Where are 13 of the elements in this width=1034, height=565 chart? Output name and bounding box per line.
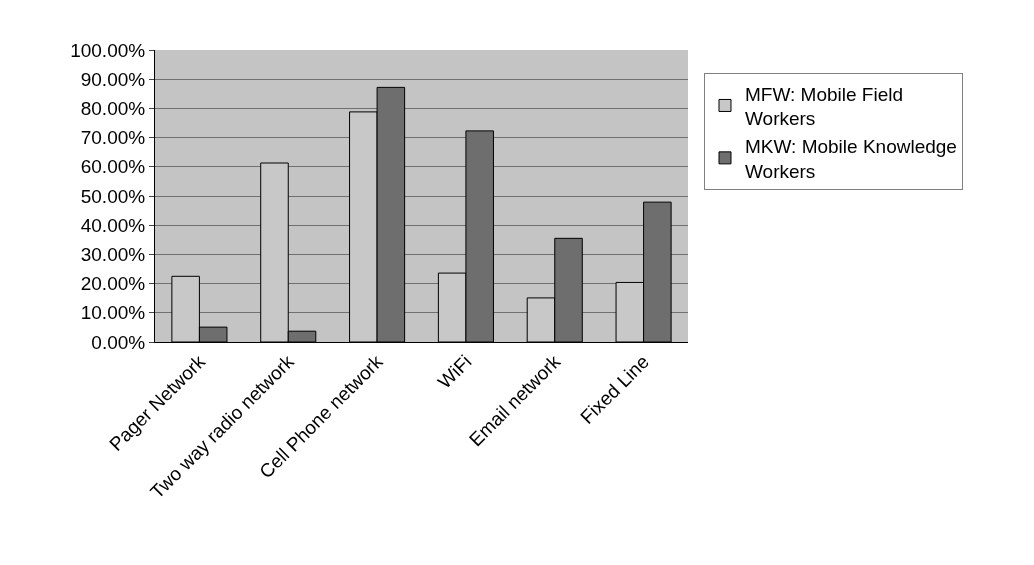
legend-label: MKW: Mobile Knowledge Workers [744, 135, 957, 182]
y-tick-label: 0.00% [91, 331, 146, 353]
y-tick-label: 40.00% [80, 214, 146, 236]
y-tick-label: 80.00% [80, 98, 146, 120]
y-tick-label: 10.00% [80, 302, 146, 324]
y-tick-label: 50.00% [80, 185, 146, 207]
y-tick-label: 90.00% [80, 68, 146, 90]
legend-label: MFW: Mobile Field Workers [744, 83, 904, 130]
y-tick-label: 70.00% [80, 127, 146, 149]
y-tick-label: 20.00% [80, 273, 146, 295]
y-tick-label: 60.00% [80, 156, 146, 178]
y-tick-label: 100.00% [70, 39, 146, 61]
y-tick-label: 30.00% [80, 244, 146, 266]
